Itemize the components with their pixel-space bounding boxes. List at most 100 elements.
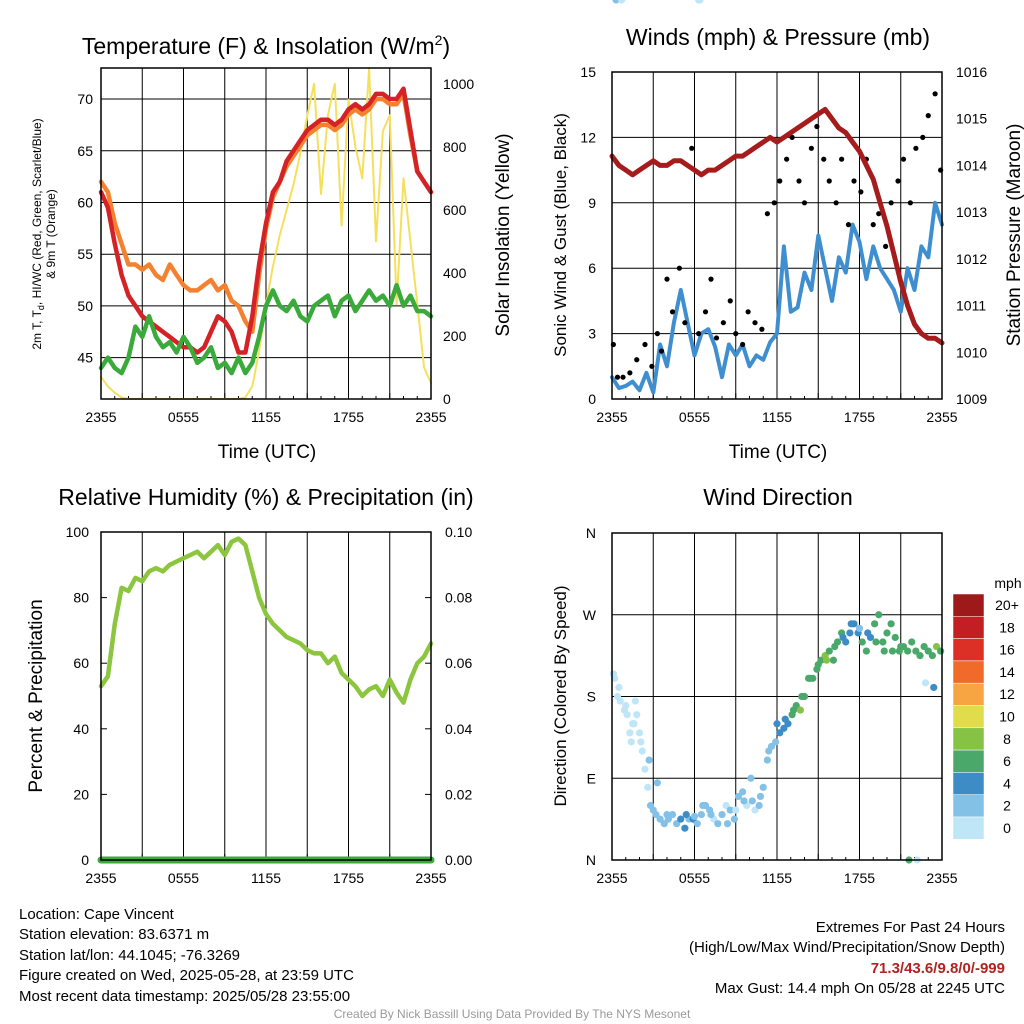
- direction-point: [839, 633, 847, 642]
- direction-point: [796, 706, 804, 714]
- winds-gust-point: [740, 341, 746, 348]
- direction-ytick: W: [583, 607, 597, 623]
- winds-gust-point: [870, 222, 876, 228]
- temperature-series-0: [98, 86, 434, 355]
- winds-gust-point: [642, 341, 648, 348]
- direction-point: [855, 624, 864, 632]
- temperature-ylabel-right: Solar Insolation (Yellow): [493, 133, 514, 336]
- direction-point: [759, 783, 767, 791]
- direction-point: [723, 820, 732, 828]
- extremes-subtitle: (High/Low/Max Wind/Precipitation/Snow De…: [689, 939, 1005, 957]
- winds-ytick: 6: [588, 260, 596, 276]
- direction-point: [872, 638, 880, 646]
- direction-ytick: S: [587, 689, 596, 705]
- winds-gust-point: [752, 320, 758, 326]
- winds-y2tick: 1013: [956, 204, 987, 220]
- colorbar-label: 18: [999, 619, 1015, 635]
- temperature-y2tick: 400: [443, 265, 467, 281]
- direction-point: [645, 756, 653, 764]
- winds-gust-point: [826, 178, 832, 184]
- winds-xtick: 1155: [762, 409, 792, 425]
- direction-point: [740, 797, 748, 805]
- temperature-series-2: [98, 282, 434, 376]
- direction-point: [747, 774, 755, 782]
- temperature-frame: [100, 67, 432, 400]
- winds-gust-point: [658, 348, 665, 354]
- direction-point: [730, 815, 738, 823]
- winds-gust-point: [888, 200, 894, 206]
- direction-ytick: E: [587, 770, 596, 786]
- temperature-xtick: 2355: [85, 409, 116, 425]
- temperature-ytick: 65: [77, 143, 93, 159]
- extremes-values: 71.3/43.6/9.8/0/-999: [870, 959, 1005, 977]
- direction-point: [822, 656, 831, 664]
- max-gust: Max Gust: 14.4 mph On 05/28 at 2245 UTC: [714, 980, 1005, 998]
- winds-title: Winds (mph) & Pressure (mb): [626, 24, 930, 50]
- direction-point: [789, 706, 798, 714]
- humidity-y2tick: 0.06: [445, 655, 472, 671]
- direction-point: [880, 647, 888, 655]
- winds-gust-point: [771, 200, 777, 206]
- direction-point: [883, 629, 891, 637]
- winds-gust-point: [845, 222, 852, 228]
- svg-text:2m T, Td, HI/WC (Red, Green, S: 2m T, Td, HI/WC (Red, Green, Scarlet/Blu…: [30, 118, 46, 349]
- temperature-ytick: 45: [77, 350, 93, 366]
- direction-frame: [611, 532, 943, 861]
- colorbar-swatch: [952, 593, 985, 617]
- temperature-xtick: 2355: [415, 409, 446, 425]
- direction-point: [681, 824, 689, 832]
- winds-xlabel: Time (UTC): [729, 442, 828, 463]
- winds-ylabel-left: Sonic Wind & Gust (Blue, Black): [551, 113, 570, 357]
- winds-gust-point: [920, 134, 926, 140]
- winds-ytick: 12: [580, 129, 596, 145]
- figure-created: Figure created on Wed, 2025-05-28, at 23…: [19, 967, 354, 985]
- winds-gust-point: [839, 156, 845, 162]
- humidity-xtick: 1755: [333, 870, 364, 886]
- humidity-xtick: 0555: [168, 870, 199, 886]
- direction-ytick: N: [586, 852, 596, 868]
- colorbar-label: 16: [999, 642, 1015, 658]
- humidity-grid: [141, 532, 391, 860]
- direction-title: Wind Direction: [703, 484, 853, 510]
- winds-gust-point: [713, 335, 720, 341]
- extremes-block: Extremes For Past 24 Hours (High/Low/Max…: [689, 918, 1005, 1000]
- direction-point: [739, 788, 747, 796]
- winds-gust-point: [801, 200, 808, 206]
- direction-xtick: 2355: [926, 870, 957, 886]
- station-info: Location: Cape Vincent Station elevation…: [19, 905, 354, 1007]
- direction-ylabel-left: Direction (Colored By Speed): [551, 585, 570, 806]
- winds-gust-point: [733, 331, 739, 337]
- winds-pressure-line: [609, 106, 945, 346]
- winds-xtick: 2355: [596, 409, 627, 425]
- direction-point: [696, 0, 704, 4]
- winds-gust-point: [720, 320, 726, 326]
- svg-text:& 9m T (Orange): & 9m T (Orange): [44, 189, 58, 279]
- direction-point: [904, 647, 912, 655]
- direction-point: [693, 820, 701, 828]
- colorbar-swatch: [952, 682, 985, 706]
- winds-xtick: 0555: [679, 409, 710, 425]
- winds-gust-point: [895, 178, 901, 184]
- winds-gust-point: [727, 298, 733, 304]
- direction-point: [718, 810, 726, 819]
- humidity-panel: Relative Humidity (%) & Precipitation (i…: [26, 484, 474, 886]
- direction-point: [928, 652, 936, 660]
- direction-point: [748, 797, 756, 805]
- temperature-xtick: 1155: [251, 409, 281, 425]
- direction-point: [937, 647, 945, 655]
- direction-point: [635, 729, 644, 737]
- winds-y2tick: 1016: [956, 64, 987, 80]
- winds-y2tick: 1012: [956, 251, 987, 267]
- winds-gust-point: [821, 156, 827, 162]
- winds-gust-point: [676, 265, 682, 271]
- direction-point: [908, 638, 916, 646]
- direction-point: [921, 679, 930, 687]
- colorbar-title: mph: [994, 575, 1021, 591]
- humidity-ytick: 40: [73, 721, 89, 737]
- colorbar-label: 0: [1003, 820, 1011, 836]
- direction-panel: Wind Direction Direction (Colored By Spe…: [551, 0, 1022, 886]
- winds-gust-point: [664, 276, 670, 282]
- colorbar-label: 8: [1003, 731, 1011, 747]
- winds-gust-point: [696, 331, 702, 337]
- humidity-ytick: 60: [73, 655, 89, 671]
